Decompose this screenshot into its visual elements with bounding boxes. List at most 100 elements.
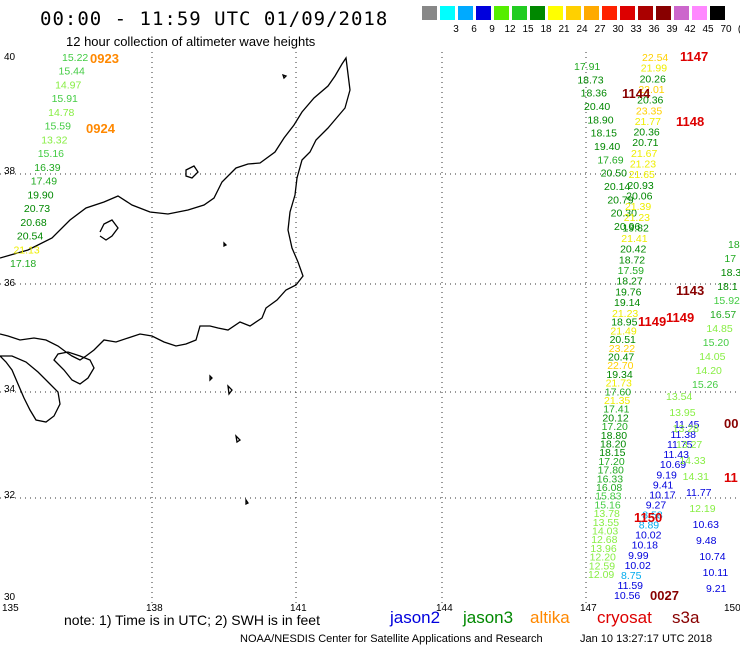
wave-height-reading: 13.78 [594,508,620,520]
wave-height-reading: 19.82 [623,222,649,234]
small-island-1 [281,73,288,80]
wave-height-reading: 21.35 [604,395,630,407]
wave-height-reading: 12.19 [689,503,715,515]
scale-swatch [692,6,707,20]
scale-unit: (ft) [732,24,740,35]
wave-height-reading: 21.23 [630,159,656,171]
longitude-label: 141 [290,603,307,614]
wave-height-reading: 15.16 [38,148,64,160]
scale-label: 24 [576,24,588,35]
wave-height-reading: 18.80 [601,430,627,442]
wave-height-reading: 14.03 [592,526,618,538]
wave-height-reading: 20.54 [17,231,43,243]
wave-height-reading: 11.43 [663,449,689,461]
scale-swatch [530,6,545,20]
wave-height-reading: 18.3 [721,267,740,279]
scale-label: 12 [504,24,516,35]
wave-height-reading: 11.59 [618,580,644,592]
oshima-island [227,384,233,396]
wave-height-reading: 15.83 [595,491,621,503]
scale-swatch [422,6,437,20]
wave-height-reading: 17.80 [598,465,624,477]
wave-height-reading: 14.78 [48,107,74,119]
wave-height-reading: 22.01 [638,84,664,96]
longitude-label: 150 [724,603,740,614]
page-title: 00:00 - 11:59 UTC 01/09/2018 [40,8,389,30]
wave-height-reading: 22.70 [607,360,633,372]
wave-height-reading: 10.69 [660,459,686,471]
wave-height-reading: 9.41 [653,479,674,491]
wave-height-reading: 17.60 [605,386,631,398]
wave-height-reading: 20.96 [614,221,640,233]
scale-label: 6 [471,24,477,35]
wave-height-reading: 9.27 [646,499,667,511]
kyushu-coastline [0,355,61,423]
page-subtitle: 12 hour collection of altimeter wave hei… [66,34,316,49]
generated-timestamp: Jan 10 13:27:17 UTC 2018 [580,633,713,645]
wave-height-reading: 20.51 [610,334,636,346]
pass-time-label: 0027 [650,588,679,603]
sado-island [185,165,199,179]
latitude-label: 38 [4,166,16,177]
wave-height-reading: 8.89 [639,520,660,532]
pass-time-labels: 0923 0924 1147 1144 1148 1143 1149 1149 1150 0027… [86,49,738,603]
scale-label: 45 [702,24,714,35]
wave-height-reading: 20.06 [626,190,652,202]
shikoku-coastline [53,351,95,385]
wave-height-reading: 19.34 [606,369,632,381]
wave-height-reading: 22.54 [642,52,668,64]
pass-time-label: 1149 [666,310,694,325]
scale-label: 33 [630,24,642,35]
latitude-label: 34 [4,384,16,395]
wave-height-reading: 20.79 [607,194,633,206]
wave-height-reading: 20.12 [602,412,628,424]
wave-height-reading: 20.40 [584,101,610,113]
wave-height-reading: 21.65 [629,169,655,181]
scale-swatch [566,6,581,20]
wave-height-reading: 17.41 [603,404,629,416]
hachijo-island [235,434,242,444]
wave-height-reading: 21.13 [13,244,39,256]
pass-time-label: 1150 [634,510,662,525]
wave-height-reading: 21.23 [624,212,650,224]
pass-time-label: 1144 [622,86,651,101]
wave-height-reading: 15.22 [62,52,88,64]
pass-time-label: 1148 [676,114,704,129]
wave-height-reading: 14.97 [55,79,81,91]
wave-height-reading: 13.28 [673,423,699,435]
wave-height-reading: 21.77 [635,116,661,128]
wave-height-reading: 14.31 [683,471,709,483]
scale-label: 36 [648,24,660,35]
wave-height-reading: 18.27 [616,276,642,288]
wave-height-reading: 18.1 [717,281,738,293]
scale-swatch [512,6,527,20]
pass-time-label: 1147 [680,49,708,64]
wave-height-reading: 23.35 [636,105,662,117]
wave-height-reading: 10.74 [699,551,725,563]
wave-height-reading: 15.16 [594,499,620,511]
wave-height-reading: 20.68 [20,217,46,229]
wave-height-reading: 19.90 [27,189,53,201]
wave-height-reading: 13.32 [41,134,67,146]
noto-peninsula [99,219,119,241]
lat-lon-grid [0,52,740,604]
wave-height-reading: 17.49 [31,176,57,188]
wave-height-reading: 18.95 [611,317,637,329]
wave-height-reading: 21.39 [625,201,651,213]
wave-height-reading: 16.33 [597,473,623,485]
wave-height-reading: 10.11 [703,567,729,579]
wave-height-reading: 16.39 [34,162,60,174]
wave-height-reading: 15.91 [52,93,78,105]
wave-height-reading: 9.99 [628,550,649,562]
wave-height-reading: 14.33 [679,455,705,467]
wave-height-reading: 21.49 [610,325,636,337]
wave-height-reading: 10.63 [693,519,719,531]
wave-height-reading: 20.14 [604,181,630,193]
wave-height-reading: 15.44 [59,66,85,78]
wave-height-reading: 8.75 [621,570,642,582]
wave-height-reading: 20.30 [611,208,637,220]
scale-label: 9 [489,24,495,35]
wave-height-reading: 18.90 [587,114,613,126]
wave-height-reading: 18.36 [581,88,607,100]
wave-height-reading: 9.48 [696,535,717,547]
